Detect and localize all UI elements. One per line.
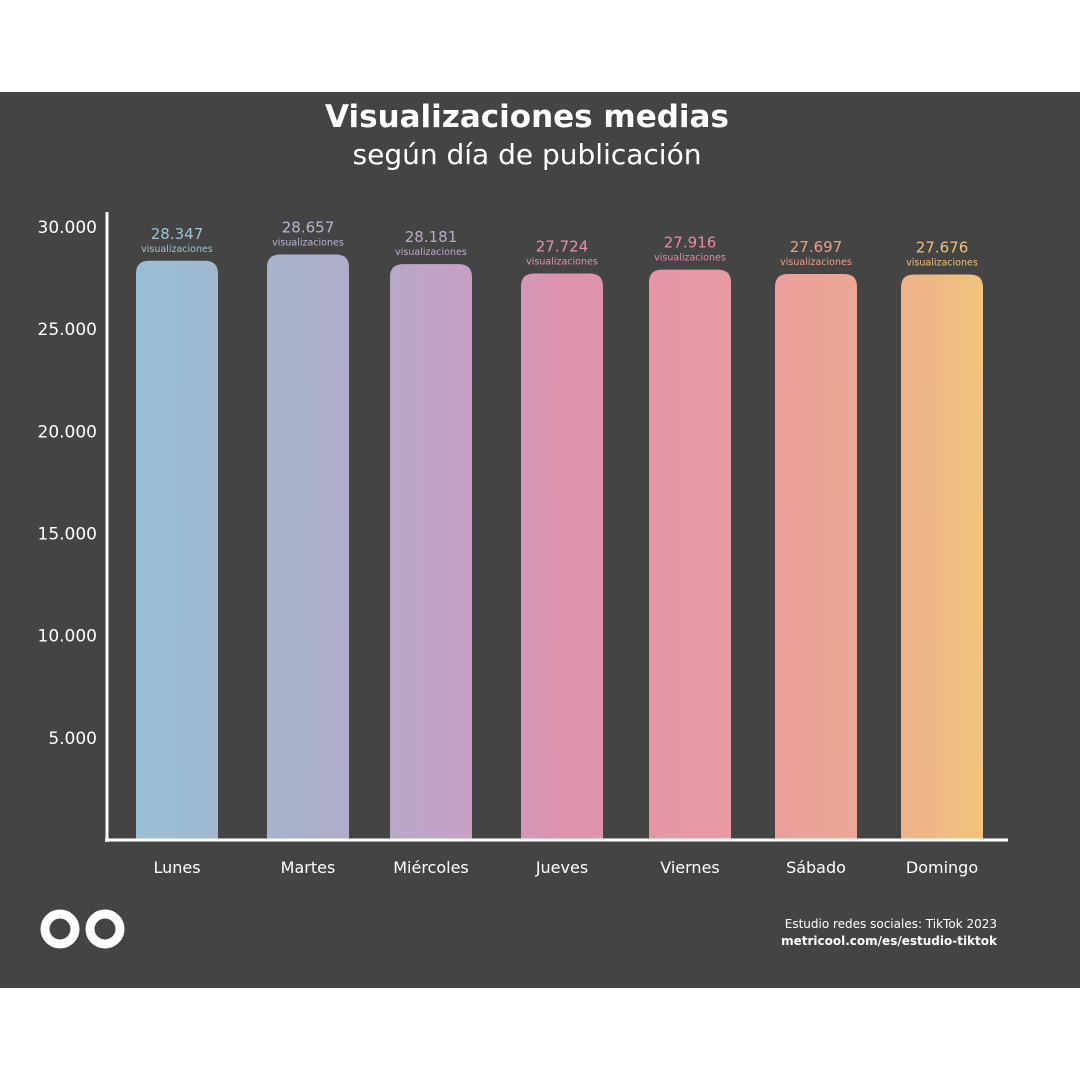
value-unit-label: visualizaciones bbox=[906, 257, 978, 268]
x-tick-label: Martes bbox=[281, 858, 336, 877]
value-label: 27.697 bbox=[790, 238, 843, 256]
metricool-infinity-icon bbox=[40, 909, 125, 949]
x-axis-ticks: Lunes Martes Miércoles Jueves Viernes Sábado D… bbox=[153, 858, 978, 877]
y-tick-label: 15.000 bbox=[38, 525, 97, 545]
source-text: Estudio redes sociales: TikTok 2023 bbox=[785, 917, 997, 931]
x-tick-label: Sábado bbox=[786, 858, 846, 877]
y-axis-ticks: 5.000 10.000 15.000 20.000 25.000 30.000 bbox=[38, 218, 97, 749]
bar-sábado bbox=[775, 274, 857, 840]
x-tick-label: Domingo bbox=[906, 858, 978, 877]
x-tick-label: Jueves bbox=[535, 858, 588, 877]
y-tick-label: 30.000 bbox=[38, 218, 97, 238]
x-tick-label: Miércoles bbox=[393, 858, 469, 877]
value-label: 27.724 bbox=[536, 238, 589, 256]
bar-chart: Visualizaciones medias según día de publ… bbox=[38, 99, 1008, 949]
y-tick-label: 25.000 bbox=[38, 320, 97, 340]
source-url: metricool.com/es/estudio-tiktok bbox=[781, 934, 998, 948]
value-label: 28.181 bbox=[405, 228, 458, 246]
bar-domingo bbox=[901, 274, 983, 840]
bar-miércoles bbox=[390, 264, 472, 840]
y-tick-label: 20.000 bbox=[38, 422, 97, 442]
value-labels: 28.347visualizaciones28.657visualizacion… bbox=[141, 218, 978, 268]
value-unit-label: visualizaciones bbox=[526, 257, 598, 268]
value-label: 28.657 bbox=[282, 218, 335, 236]
value-unit-label: visualizaciones bbox=[141, 244, 213, 255]
value-label: 28.347 bbox=[151, 225, 204, 243]
y-tick-label: 5.000 bbox=[48, 729, 97, 749]
value-unit-label: visualizaciones bbox=[395, 247, 467, 258]
bar-martes bbox=[267, 254, 349, 841]
value-label: 27.676 bbox=[916, 238, 969, 256]
value-unit-label: visualizaciones bbox=[654, 253, 726, 264]
value-unit-label: visualizaciones bbox=[272, 237, 344, 248]
x-tick-label: Lunes bbox=[153, 858, 200, 877]
chart-title: Visualizaciones medias bbox=[325, 99, 729, 135]
chart-card: Visualizaciones medias según día de publ… bbox=[0, 92, 1080, 988]
bars bbox=[136, 254, 983, 841]
bar-viernes bbox=[649, 269, 731, 840]
y-tick-label: 10.000 bbox=[38, 627, 97, 647]
chart-subtitle: según día de publicación bbox=[353, 138, 702, 171]
bar-lunes bbox=[136, 260, 218, 840]
bar-jueves bbox=[521, 273, 603, 840]
value-unit-label: visualizaciones bbox=[780, 257, 852, 268]
x-tick-label: Viernes bbox=[660, 858, 720, 877]
value-label: 27.916 bbox=[664, 234, 717, 252]
